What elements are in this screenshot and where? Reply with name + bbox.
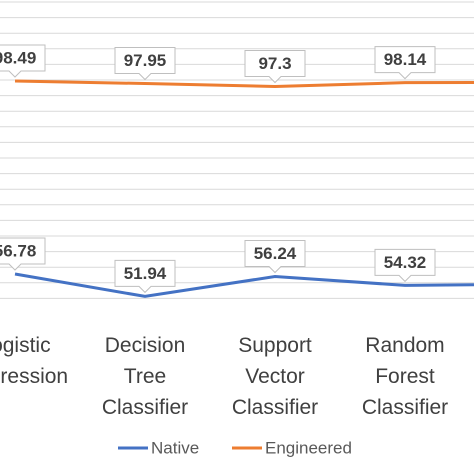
label-box [114,259,176,294]
label-box [244,240,306,274]
label-box [0,237,46,271]
label-box [0,44,46,78]
series-line [14,79,474,89]
value-label: 98.14 [384,50,427,69]
value-label: 51.94 [124,264,167,283]
x-tick-label: Decision Tree Classifier [101,334,189,419]
data-label: 98.49 [0,44,46,78]
legend-label: Engineered [265,439,352,458]
value-label: 97.95 [124,51,167,70]
label-box [374,248,436,283]
data-label: 54.32 [374,248,436,283]
x-tick-label: Logistic Regression [0,334,69,388]
label-box [244,50,306,84]
value-label: 56.78 [0,242,36,261]
value-label: 98.49 [0,49,36,68]
label-box [374,46,436,80]
legend-label: Native [151,439,199,458]
data-label: 98.14 [374,46,436,80]
x-tick-label: Support Vector Classifier [231,334,319,419]
data-label: 97.3 [244,50,306,84]
series-line [14,272,474,298]
value-label: 54.32 [384,253,427,272]
x-tick-label: Random Forest Classifier [361,334,449,419]
value-label: 97.3 [258,54,291,73]
data-label: 56.24 [244,240,306,274]
data-label: 97.95 [114,47,176,81]
value-label: 56.24 [254,244,297,263]
label-box [114,47,176,81]
data-label: 51.94 [114,259,176,294]
data-label: 56.78 [0,237,46,271]
